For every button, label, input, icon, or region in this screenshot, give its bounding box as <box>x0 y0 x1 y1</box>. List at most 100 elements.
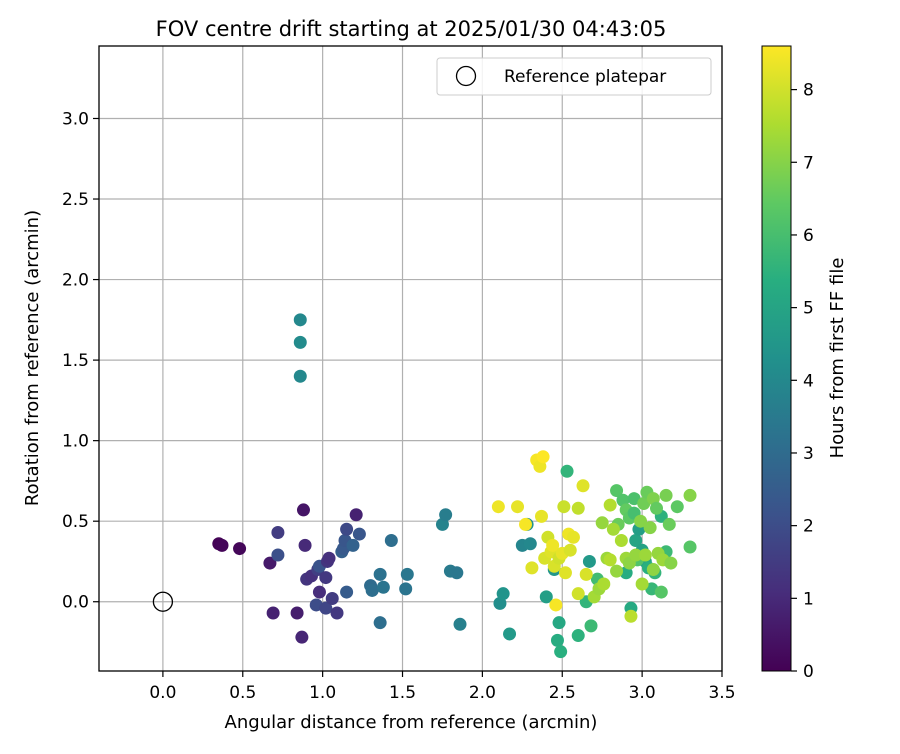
data-point <box>453 617 467 631</box>
x-tick-label: 0.0 <box>149 683 176 703</box>
data-point <box>629 534 643 548</box>
x-tick-label: 3.5 <box>708 683 735 703</box>
x-tick-label: 1.0 <box>309 683 336 703</box>
reference-point-marker <box>152 591 174 612</box>
chart-title: FOV centre drift starting at 2025/01/30 … <box>156 17 667 41</box>
colorbar-tick-label: 4 <box>803 371 814 391</box>
data-point <box>659 488 673 502</box>
y-tick-label: 1.5 <box>62 351 89 371</box>
data-point <box>624 609 638 623</box>
data-point <box>571 629 585 643</box>
grid <box>99 46 723 671</box>
colorbar: 0 1 2 3 4 5 6 7 8 Hours from first FF file <box>761 45 848 682</box>
data-point <box>634 514 648 528</box>
data-point <box>582 554 596 568</box>
data-point <box>603 498 617 512</box>
colorbar-gradient <box>761 45 792 672</box>
data-point <box>554 645 568 659</box>
data-point <box>670 500 684 514</box>
data-point <box>603 553 617 567</box>
x-axis-ticks: 0.0 0.5 1.0 1.5 2.0 2.5 3.0 3.5 <box>149 671 736 703</box>
data-point <box>399 582 413 596</box>
legend: Reference platepar <box>436 57 712 96</box>
data-point <box>536 450 550 464</box>
data-point <box>595 516 609 530</box>
data-point <box>576 479 590 493</box>
data-point <box>266 606 280 620</box>
data-point <box>319 601 333 615</box>
data-points <box>212 313 697 659</box>
data-point <box>340 522 354 536</box>
data-point <box>340 585 354 599</box>
data-point <box>635 577 649 591</box>
x-tick-label: 2.5 <box>549 683 576 703</box>
y-axis-label: Rotation from reference (arcmin) <box>22 210 43 506</box>
x-tick-label: 3.0 <box>629 683 656 703</box>
data-point <box>606 522 620 536</box>
data-point <box>664 556 678 570</box>
x-axis-label: Angular distance from reference (arcmin) <box>225 712 598 733</box>
data-point <box>349 508 363 522</box>
data-point <box>491 500 505 514</box>
data-point <box>534 509 548 523</box>
colorbar-tick-label: 1 <box>803 589 814 609</box>
data-point <box>293 369 307 383</box>
y-tick-label: 2.0 <box>62 271 89 291</box>
data-point <box>549 598 563 612</box>
plot-frame <box>98 45 723 672</box>
data-point <box>373 567 387 581</box>
data-point <box>571 587 585 601</box>
data-point <box>638 548 652 562</box>
data-point <box>683 488 697 502</box>
data-point <box>352 527 366 541</box>
colorbar-tick-label: 3 <box>803 444 814 464</box>
data-point <box>271 525 285 539</box>
data-point <box>325 592 339 606</box>
data-point <box>637 496 651 510</box>
y-tick-label: 0.0 <box>62 593 89 613</box>
data-point <box>233 542 247 556</box>
colorbar-ticks: 0 1 2 3 4 5 6 7 8 <box>791 81 814 682</box>
data-point <box>566 530 580 544</box>
colorbar-tick-label: 6 <box>803 226 814 246</box>
data-point <box>546 538 560 552</box>
data-point <box>643 521 657 535</box>
data-point <box>519 517 533 531</box>
data-point <box>563 543 577 557</box>
reference-marker <box>152 591 174 612</box>
data-point <box>293 335 307 349</box>
data-point <box>365 583 379 597</box>
data-point <box>330 606 344 620</box>
data-point <box>584 619 598 633</box>
data-point <box>579 567 593 581</box>
y-tick-label: 3.0 <box>62 109 89 129</box>
colorbar-tick-label: 8 <box>803 81 814 101</box>
data-point <box>295 630 309 644</box>
data-point <box>523 537 537 551</box>
x-tick-label: 2.0 <box>469 683 496 703</box>
data-point <box>539 590 553 604</box>
data-point <box>271 548 285 562</box>
data-point <box>650 501 664 515</box>
y-axis-ticks: 0.0 0.5 1.0 1.5 2.0 2.5 3.0 <box>62 109 99 613</box>
colorbar-label: Hours from first FF file <box>827 258 848 459</box>
legend-label: Reference platepar <box>504 67 666 87</box>
data-point <box>550 633 564 647</box>
data-point <box>683 540 697 554</box>
data-point <box>552 616 566 630</box>
data-point <box>610 484 624 498</box>
data-point <box>571 501 585 515</box>
data-point <box>558 566 572 580</box>
data-point <box>629 548 643 562</box>
data-point <box>610 564 624 578</box>
data-point <box>654 585 668 599</box>
data-point <box>293 313 307 327</box>
data-point <box>646 563 660 577</box>
data-point <box>503 627 517 641</box>
data-point <box>525 561 539 575</box>
colorbar-tick-label: 7 <box>803 153 814 173</box>
colorbar-tick-label: 0 <box>803 662 814 682</box>
data-point <box>614 534 628 548</box>
